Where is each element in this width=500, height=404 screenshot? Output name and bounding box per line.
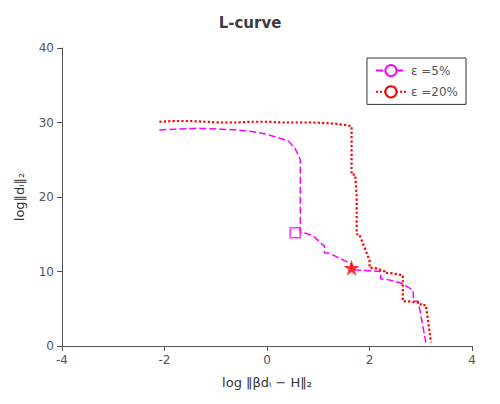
svg-text:20: 20 — [39, 190, 54, 204]
svg-text:log‖dₗ‖₂: log‖dₗ‖₂ — [12, 173, 27, 221]
svg-text:-4: -4 — [56, 353, 68, 367]
svg-text:2: 2 — [366, 353, 374, 367]
svg-text:0: 0 — [46, 339, 54, 353]
svg-text:40: 40 — [39, 41, 54, 55]
svg-text:L-curve: L-curve — [219, 14, 282, 32]
svg-text:4: 4 — [468, 353, 476, 367]
svg-text:ε =20%: ε =20% — [411, 85, 458, 99]
svg-text:10: 10 — [39, 265, 54, 279]
svg-text:-2: -2 — [159, 353, 171, 367]
svg-text:0: 0 — [263, 353, 271, 367]
svg-text:log ‖βdₗ − H‖₂: log ‖βdₗ − H‖₂ — [222, 375, 312, 390]
svg-text:ε =5%: ε =5% — [411, 64, 450, 78]
svg-text:30: 30 — [39, 116, 54, 130]
